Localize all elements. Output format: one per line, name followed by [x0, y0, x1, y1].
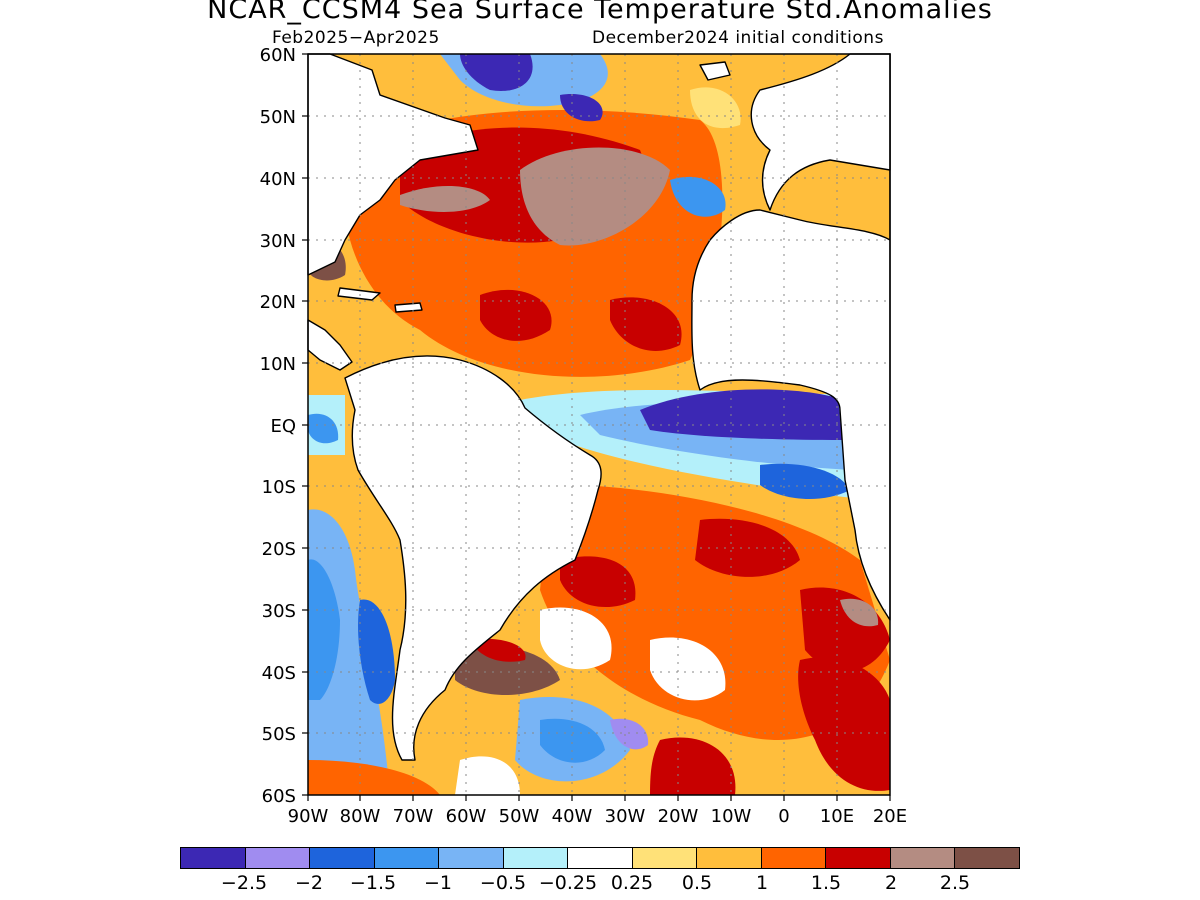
colorbar-label: 0.25	[610, 872, 654, 894]
colorbar-swatch	[826, 848, 891, 868]
anomaly-map: 60N 50N 40N 30N 20N 10N EQ 10S 20S 30S 4…	[260, 45, 908, 827]
colorbar-label: 2.5	[939, 872, 971, 894]
lon-label: 10W	[711, 806, 752, 827]
lat-label: 10N	[260, 354, 296, 375]
forecast-period: Feb2025−Apr2025	[272, 28, 440, 48]
lon-label: 20E	[873, 806, 907, 827]
colorbar	[180, 847, 1020, 869]
colorbar-label: 2	[884, 872, 898, 894]
colorbar-swatch	[568, 848, 633, 868]
lat-label: 50S	[262, 724, 296, 745]
tick-marks	[302, 53, 891, 801]
colorbar-swatch	[181, 848, 246, 868]
lon-label: 0	[778, 806, 789, 827]
graticule	[308, 54, 890, 795]
colorbar-label: −2	[294, 872, 324, 894]
lon-label: 30W	[605, 806, 646, 827]
colorbar-label: −1.5	[349, 872, 397, 894]
land	[307, 53, 891, 761]
colorbar-label: −1	[423, 872, 453, 894]
lat-label: 20N	[260, 292, 296, 313]
lon-label: 90W	[288, 806, 329, 827]
lat-label: 60N	[260, 45, 296, 66]
colorbar-swatch	[374, 848, 440, 868]
lat-label: EQ	[270, 416, 296, 437]
lat-label: 40S	[262, 663, 296, 684]
lat-label: 30S	[262, 601, 296, 622]
lat-label: 20S	[262, 539, 296, 560]
colorbar-swatch	[761, 848, 827, 868]
colorbar-swatch	[955, 848, 1019, 868]
lon-label: 80W	[340, 806, 381, 827]
lon-label: 60W	[446, 806, 487, 827]
lat-label: 60S	[262, 786, 296, 807]
colorbar-label: 0.5	[681, 872, 713, 894]
colorbar-swatch	[245, 848, 311, 868]
lon-label: 10E	[820, 806, 854, 827]
colorbar-swatch	[890, 848, 956, 868]
lat-label: 50N	[260, 107, 296, 128]
lat-label: 10S	[262, 477, 296, 498]
colorbar-label: −0.5	[479, 872, 527, 894]
colorbar-swatch	[310, 848, 375, 868]
lon-label: 70W	[393, 806, 434, 827]
lat-label: 30N	[260, 231, 296, 252]
lon-label: 40W	[552, 806, 593, 827]
anomaly-field	[308, 54, 890, 795]
lat-label: 40N	[260, 169, 296, 190]
lon-label: 20W	[658, 806, 699, 827]
colorbar-swatch	[632, 848, 698, 868]
colorbar-label: 1	[755, 872, 769, 894]
colorbar-label: −0.25	[538, 872, 598, 894]
colorbar-label: −2.5	[220, 872, 268, 894]
lon-label: 50W	[499, 806, 540, 827]
colorbar-swatch	[697, 848, 762, 868]
map-title: NCAR_CCSM4 Sea Surface Temperature Std.A…	[207, 0, 993, 25]
initial-conditions: December2024 initial conditions	[592, 28, 884, 48]
colorbar-swatch	[503, 848, 569, 868]
colorbar-label: 1.5	[810, 872, 842, 894]
colorbar-swatch	[439, 848, 504, 868]
